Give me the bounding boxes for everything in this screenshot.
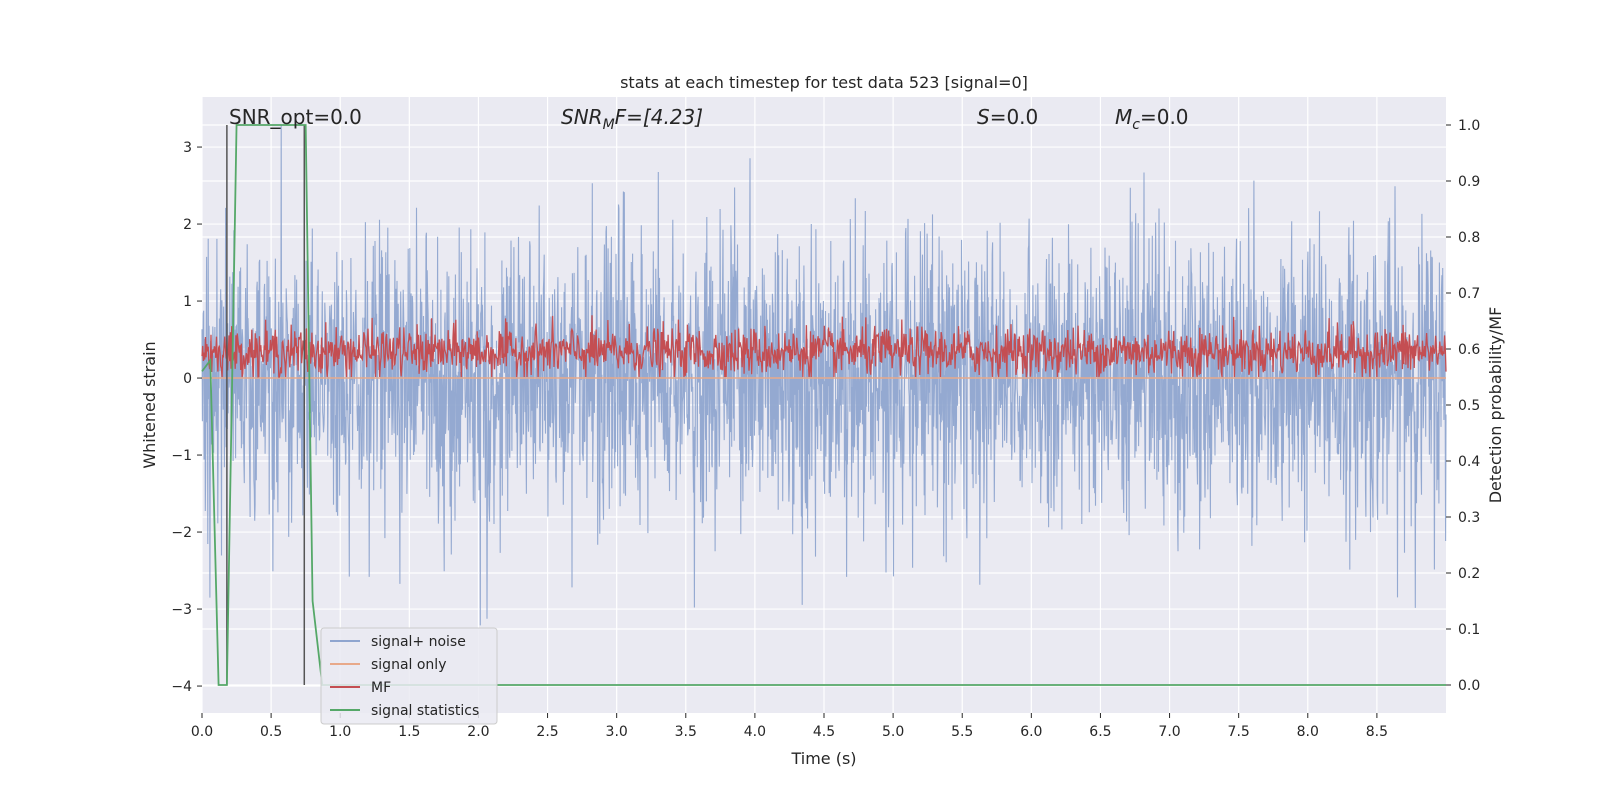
x-axis-label: Time (s) [790, 749, 856, 768]
annotation-snr-opt: SNR_opt=0.0 [229, 105, 362, 129]
y-left-tick-label: 1 [183, 294, 192, 310]
y-right-tick-label: 0.3 [1458, 510, 1480, 526]
x-tick-label: 5.5 [951, 724, 973, 740]
legend-label-signal-statistics: signal statistics [371, 703, 479, 719]
y-right-axis-ticks: 1.0 0.9 0.8 0.7 0.6 0.5 0.4 0.3 0.2 0.1 0.0 [1446, 118, 1480, 694]
x-tick-label: 0.5 [260, 724, 282, 740]
x-tick-label: 7.0 [1158, 724, 1180, 740]
legend-box [320, 627, 498, 725]
legend-label-signal-only: signal only [371, 657, 446, 673]
annotation-snr-mf: SNRMF=[4.23] [561, 105, 703, 133]
y-left-tick-label: 2 [183, 217, 192, 233]
y-right-tick-label: 0.9 [1458, 174, 1480, 190]
y-left-tick-label: −2 [171, 525, 192, 541]
x-tick-label: 5.0 [882, 724, 904, 740]
annotation-mc: Mc=0.0 [1115, 105, 1189, 133]
vertical-markers [226, 125, 306, 685]
series-signal-noise [201, 124, 1447, 626]
annotation-s: S=0.0 [977, 105, 1038, 129]
y-left-axis-ticks: 3 2 1 0 −1 −2 −3 −4 [171, 140, 202, 695]
legend-label-mf: MF [371, 680, 391, 696]
x-tick-label: 1.5 [398, 724, 420, 740]
y-right-tick-label: 0.7 [1458, 286, 1480, 302]
annotation-s-base: S [977, 105, 990, 129]
y-right-tick-label: 0.2 [1458, 566, 1480, 582]
x-tick-label: 3.5 [675, 724, 697, 740]
annotation-snr-mf-base: SNR [561, 105, 603, 129]
y-right-tick-label: 0.5 [1458, 398, 1480, 414]
x-axis-ticks: 0.0 0.5 1.0 1.5 2.0 2.5 3.0 3.5 4.0 4.5 5.0 5.5 6.0 6… [191, 713, 1388, 740]
y-left-tick-label: −3 [171, 602, 192, 618]
x-tick-label: 7.5 [1228, 724, 1250, 740]
y-right-tick-label: 0.6 [1458, 342, 1480, 358]
y-right-tick-label: 0.0 [1458, 678, 1480, 694]
y-left-axis-label: Whitened strain [140, 341, 159, 468]
legend: signal+ noise signal only MF signal stat… [320, 627, 498, 725]
x-tick-label: 8.0 [1297, 724, 1319, 740]
y-right-tick-label: 0.8 [1458, 230, 1480, 246]
annotation-mc-base: M [1115, 105, 1132, 129]
legend-label-signal-noise: signal+ noise [371, 634, 466, 650]
annotation-snr-mf-rest: F=[4.23] [615, 105, 703, 129]
series-mf [201, 315, 1447, 378]
y-right-axis-label: Detection probability/MF [1486, 307, 1505, 504]
y-left-tick-label: 0 [183, 371, 192, 387]
x-tick-label: 8.5 [1366, 724, 1388, 740]
x-tick-label: 4.0 [744, 724, 766, 740]
y-right-tick-label: 1.0 [1458, 118, 1480, 134]
x-tick-label: 6.0 [1020, 724, 1042, 740]
x-tick-label: 3.0 [606, 724, 628, 740]
y-right-tick-label: 0.1 [1458, 622, 1480, 638]
series-line-mf [201, 315, 1447, 378]
annotation-mc-rest: =0.0 [1140, 105, 1189, 129]
chart-title: stats at each timestep for test data 523… [620, 73, 1028, 92]
y-left-tick-label: −1 [171, 448, 192, 464]
annotation-mc-sub: c [1132, 117, 1140, 133]
x-tick-label: 2.5 [536, 724, 558, 740]
y-left-tick-label: −4 [171, 679, 192, 695]
x-tick-label: 4.5 [813, 724, 835, 740]
x-tick-label: 2.0 [467, 724, 489, 740]
y-right-tick-label: 0.4 [1458, 454, 1480, 470]
annotation-snr-mf-sub: M [603, 117, 615, 133]
series-line-signal-noise [201, 124, 1447, 626]
annotation-s-rest: =0.0 [990, 105, 1039, 129]
y-left-tick-label: 3 [183, 140, 192, 156]
x-tick-label: 1.0 [329, 724, 351, 740]
x-tick-label: 6.5 [1089, 724, 1111, 740]
x-tick-label: 0.0 [191, 724, 213, 740]
